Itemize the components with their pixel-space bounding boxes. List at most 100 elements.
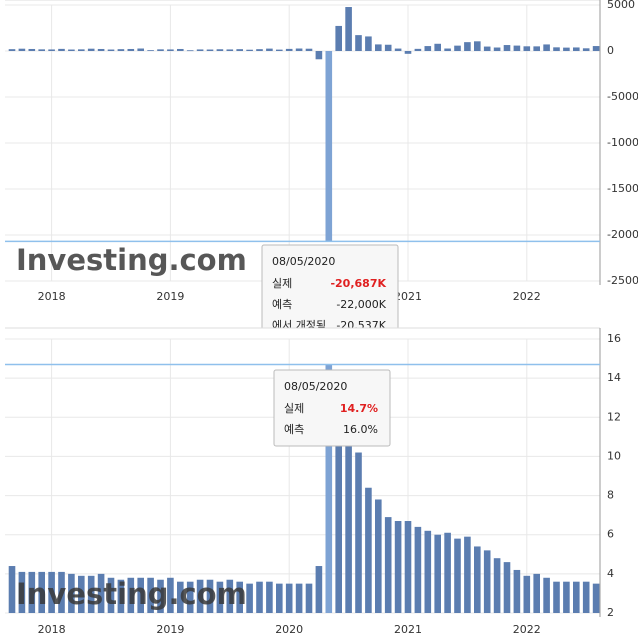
y-tick-label: 10 [607, 449, 621, 462]
bar [38, 571, 45, 613]
bar [404, 51, 412, 54]
bar [266, 581, 273, 613]
y-tick-label: -15000 [607, 182, 638, 195]
bar [553, 581, 560, 613]
bar [177, 581, 184, 613]
y-tick-label: 4 [607, 567, 614, 580]
bar [592, 583, 600, 613]
x-tick-label: 2018 [38, 623, 66, 636]
bar [68, 49, 75, 51]
bar [414, 48, 422, 51]
bar [305, 48, 313, 51]
bar [226, 49, 234, 51]
y-tick-label: 8 [607, 489, 614, 502]
bar [8, 566, 16, 613]
bar [147, 577, 154, 613]
bar [563, 47, 570, 51]
bar [58, 48, 65, 51]
bar [18, 48, 26, 51]
tooltip-value: 16.0% [343, 423, 378, 436]
bar [503, 562, 511, 613]
bar [137, 577, 144, 613]
bar [533, 573, 540, 613]
bar [38, 49, 45, 51]
bar [28, 48, 36, 51]
bar [365, 487, 372, 613]
bar [246, 583, 253, 613]
bar [8, 49, 16, 51]
bar [206, 579, 214, 613]
bar [305, 583, 313, 613]
tooltip-date: 08/05/2020 [284, 380, 347, 393]
bar [78, 49, 85, 51]
bar [216, 49, 224, 51]
bar [523, 575, 531, 613]
tooltip-box [273, 369, 391, 447]
x-tick-label: 2021 [394, 623, 422, 636]
bar [394, 521, 402, 613]
bar [563, 581, 570, 613]
bar [48, 571, 55, 613]
bar [444, 48, 451, 51]
y-tick-label: 0 [607, 44, 614, 57]
bar [236, 49, 243, 51]
bar [117, 49, 125, 51]
y-tick-label: 2 [607, 606, 614, 619]
bar [592, 46, 600, 51]
bar [404, 521, 412, 613]
bar [196, 579, 204, 613]
bar [543, 577, 550, 613]
bar [266, 48, 273, 51]
bar [375, 499, 382, 613]
bar [483, 46, 491, 51]
bar [434, 534, 441, 613]
bar [276, 49, 283, 51]
bar [424, 46, 432, 51]
bar [513, 45, 521, 51]
bar [147, 50, 154, 51]
bar [582, 48, 590, 51]
bar [483, 550, 491, 613]
bar [246, 49, 253, 51]
bar [543, 44, 550, 51]
bar [474, 41, 481, 51]
bar [256, 49, 263, 51]
bar [58, 571, 65, 613]
bar [384, 517, 392, 613]
bar [464, 536, 471, 613]
bar [236, 581, 243, 613]
watermark: Investing.com [16, 577, 247, 611]
tooltip-label: 실제 [284, 402, 304, 415]
y-tick-label: 5000 [607, 0, 635, 11]
y-tick-label: 6 [607, 528, 614, 541]
bar [216, 581, 224, 613]
bar [186, 50, 194, 52]
bar [18, 571, 26, 613]
bar [48, 49, 55, 51]
bar [256, 581, 263, 613]
x-tick-label: 2021 [394, 290, 422, 303]
y-tick-label: -20000 [607, 228, 638, 241]
x-tick-label: 2019 [156, 623, 184, 636]
bar [523, 46, 531, 51]
bar [444, 532, 451, 613]
bar [573, 581, 580, 613]
bar [335, 25, 342, 51]
bar [28, 571, 36, 613]
bar [335, 391, 342, 613]
x-tick-label: 2022 [513, 623, 541, 636]
bar [295, 583, 303, 613]
bar [464, 42, 471, 51]
bar [107, 577, 115, 613]
x-tick-label: 2020 [275, 623, 303, 636]
bar [157, 49, 164, 51]
bar [454, 538, 461, 613]
bar [78, 575, 85, 613]
tooltip-value: -20,687K [330, 277, 386, 290]
bar [285, 48, 293, 51]
bar [177, 48, 184, 51]
bar [582, 581, 590, 613]
bar [87, 48, 95, 51]
bar [285, 583, 293, 613]
